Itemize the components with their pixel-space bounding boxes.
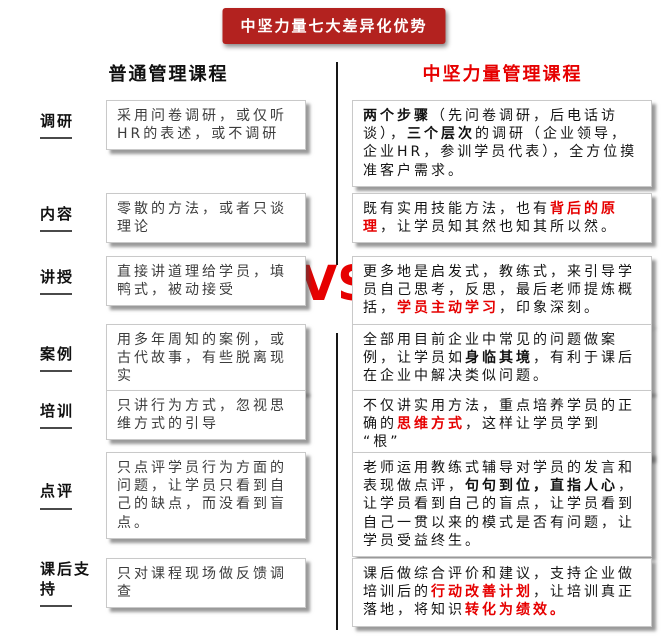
text-segment: 老师运用教练式辅导对学员的发言和表现做点评， (363, 460, 635, 495)
zhongjian-course-cell: 课后做综合评价和建议，支持企业做培训后的行动改善计划，让培训真正落地，将知识转化… (352, 558, 652, 627)
row-label: 培训 (40, 402, 75, 421)
row-label-wrap: 调研 (40, 111, 98, 140)
ordinary-course-cell: 只讲行为方式，忽视思维方式的引导 (106, 390, 306, 441)
label-underline (40, 370, 72, 373)
text-segment: ，这样让学员学到 “根” (363, 416, 601, 451)
text-segment: 全部用目前企业中常见的问题做案例，让学员如 (363, 332, 618, 367)
text-segment: 课后做综合评价和建议，支持企业做培训后的 (363, 566, 635, 601)
label-underline (40, 293, 72, 296)
ordinary-course-cell: 只对课程现场做反馈调查 (106, 558, 306, 609)
ordinary-course-cell: 采用问卷调研，或仅听HR的表述，或不调研 (106, 100, 306, 151)
text-segment: ，让培训真正落地，将知识 (363, 584, 635, 619)
row-label: 课后支持 (40, 559, 92, 599)
right-column-header: 中坚力量管理课程 (422, 64, 583, 85)
comparison-row: 培训 只讲行为方式，忽视思维方式的引导 不仅讲实用方法，重点培养学员的正确的思维方式… (0, 390, 668, 459)
highlight-segment: 思维方式 (397, 416, 465, 433)
row-label: 点评 (40, 482, 75, 501)
left-column-header: 普通管理课程 (108, 64, 229, 85)
label-underline (40, 137, 72, 140)
comparison-row: 课后支持 只对课程现场做反馈调查 课后做综合评价和建议，支持企业做培训后的行动改善计… (0, 558, 668, 627)
highlight-segment: 背后的原理 (363, 201, 618, 236)
row-label: 调研 (40, 112, 75, 131)
text-segment: ，让学员看到自己的盲点，让学员看到自己一贯以来的模式是否有问题，让学员受益终生。 (363, 478, 635, 549)
left-group: 内容 零散的方法，或者只谈理论 (0, 193, 337, 244)
text-segment: 既有实用技能方法，也有 (363, 201, 550, 217)
left-group: 讲授 直接讲道理给学员，填鸭式，被动接受 (0, 256, 337, 307)
zhongjian-course-cell: 既有实用技能方法，也有背后的原理，让学员知其然也知其所以然。 (352, 193, 652, 244)
text-segment: ，让学员知其然也知其所以然。 (380, 219, 618, 236)
vertical-divider-top (336, 62, 338, 265)
ordinary-course-cell: 直接讲道理给学员，填鸭式，被动接受 (106, 256, 306, 307)
comparison-row: 点评 只点评学员行为方面的问题，让学员只看到自己的缺点，而没看到盲点。 老师运用教练… (0, 452, 668, 557)
row-label-wrap: 培训 (40, 401, 98, 430)
row-label-wrap: 内容 (40, 204, 98, 233)
zhongjian-course-cell: 不仅讲实用方法，重点培养学员的正确的思维方式，这样让学员学到 “根” (352, 390, 652, 459)
comparison-row: 调研 采用问卷调研，或仅听HR的表述，或不调研 两个步骤（先问卷调研，后电话访谈），… (0, 100, 668, 187)
label-underline (40, 427, 72, 430)
zhongjian-course-cell: 老师运用教练式辅导对学员的发言和表现做点评，句句到位，直指人心，让学员看到自己的… (352, 452, 652, 557)
left-group: 课后支持 只对课程现场做反馈调查 (0, 558, 337, 609)
text-segment: ，印象深刻。 (499, 300, 601, 317)
zhongjian-course-cell: 更多地是启发式，教练式，来引导学员自己思考，反思，最后老师提炼概括，学员主动学习… (352, 256, 652, 325)
highlight-segment: 句句到位，直指人心 (465, 478, 618, 495)
title-banner: 中坚力量七大差异化优势 (222, 8, 446, 44)
left-group: 案例 用多年周知的案例，或古代故事，有些脱离现实 (0, 324, 337, 393)
highlight-segment: 三个层次 (407, 126, 475, 143)
row-label: 案例 (40, 345, 75, 364)
left-group: 调研 采用问卷调研，或仅听HR的表述，或不调研 (0, 100, 337, 151)
highlight-segment: 学员主动学习 (397, 300, 499, 317)
zhongjian-course-cell: 全部用目前企业中常见的问题做案例，让学员如身临其境，有利于课后在企业中解决类似问… (352, 324, 652, 393)
highlight-segment: 两个步骤 (363, 108, 431, 124)
row-label-wrap: 课后支持 (40, 559, 98, 608)
row-label-wrap: 案例 (40, 344, 98, 373)
row-label: 讲授 (40, 268, 75, 287)
ordinary-course-cell: 用多年周知的案例，或古代故事，有些脱离现实 (106, 324, 306, 393)
label-underline (40, 230, 72, 233)
comparison-row: 案例 用多年周知的案例，或古代故事，有些脱离现实 全部用目前企业中常见的问题做案例，… (0, 324, 668, 393)
text-segment: 不仅讲实用方法，重点培养学员的正确的 (363, 398, 635, 433)
row-label-wrap: 点评 (40, 481, 98, 510)
zhongjian-course-cell: 两个步骤（先问卷调研，后电话访谈），三个层次的调研（企业领导，企业HR，参训学员… (352, 100, 652, 187)
vertical-divider-bottom (336, 333, 338, 630)
row-label-wrap: 讲授 (40, 267, 98, 296)
text-segment: 的调研（企业领导，企业HR，参训学员代表），全方位摸准客户需求。 (363, 126, 638, 179)
highlight-segment: 身临其境 (465, 350, 533, 367)
comparison-row: 内容 零散的方法，或者只谈理论 既有实用技能方法，也有背后的原理，让学员知其然也知其… (0, 193, 668, 244)
ordinary-course-cell: 只点评学员行为方面的问题，让学员只看到自己的缺点，而没看到盲点。 (106, 452, 306, 539)
label-underline (40, 507, 72, 510)
text-segment: 更多地是启发式，教练式，来引导学员自己思考，反思，最后老师提炼概括， (363, 264, 635, 317)
highlight-segment: 行动改善计划 (431, 584, 533, 601)
row-label: 内容 (40, 205, 75, 224)
highlight-segment: 转化为绩效。 (465, 602, 567, 619)
left-group: 点评 只点评学员行为方面的问题，让学员只看到自己的缺点，而没看到盲点。 (0, 452, 337, 539)
text-segment: （先问卷调研，后电话访谈）， (363, 108, 618, 143)
ordinary-course-cell: 零散的方法，或者只谈理论 (106, 193, 306, 244)
label-underline (40, 605, 72, 608)
left-group: 培训 只讲行为方式，忽视思维方式的引导 (0, 390, 337, 441)
text-segment: ，有利于课后在企业中解决类似问题。 (363, 350, 635, 385)
comparison-row: 讲授 直接讲道理给学员，填鸭式，被动接受 更多地是启发式，教练式，来引导学员自己思考… (0, 256, 668, 325)
